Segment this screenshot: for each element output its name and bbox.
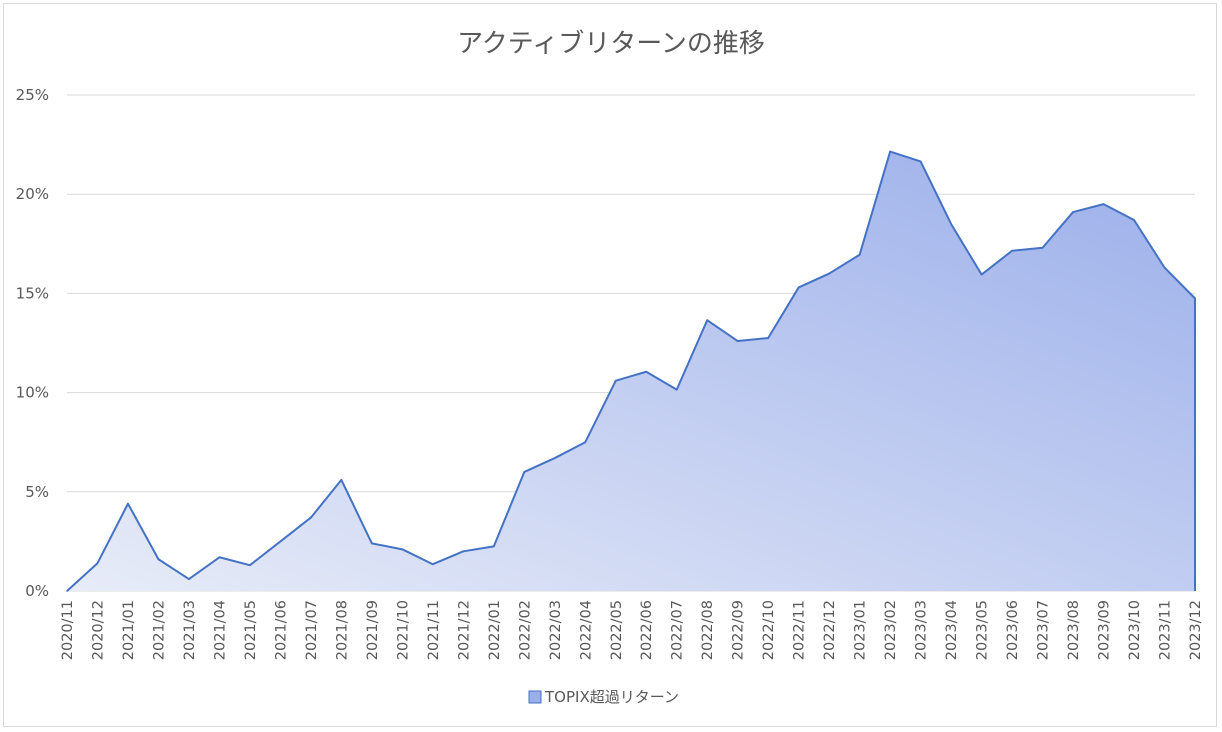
data-point — [645, 370, 648, 373]
x-tick-label: 2023/01 — [853, 600, 869, 660]
x-tick-label: 2021/05 — [243, 600, 259, 660]
x-tick-label: 2022/02 — [517, 600, 533, 660]
y-tick-label: 20% — [16, 185, 49, 203]
x-tick-label: 2022/06 — [639, 600, 655, 660]
x-tick-label: 2023/04 — [944, 600, 960, 660]
y-tick-label: 5% — [25, 483, 49, 501]
data-point — [950, 223, 952, 225]
x-tick-label: 2021/08 — [334, 600, 350, 660]
data-point — [889, 150, 891, 153]
x-tick-label: 2023/07 — [1036, 600, 1052, 660]
data-point — [66, 590, 68, 592]
data-point — [584, 441, 587, 444]
data-point — [432, 563, 434, 566]
data-point — [218, 556, 221, 559]
data-point — [523, 471, 526, 473]
data-point — [96, 562, 99, 565]
y-tick-label: 0% — [25, 582, 49, 600]
x-tick-label: 2022/05 — [609, 600, 625, 660]
x-tick-label: 2021/06 — [273, 600, 289, 660]
data-point — [675, 388, 678, 391]
area-series — [66, 150, 1196, 592]
legend-swatch — [528, 690, 542, 704]
x-tick-label: 2020/11 — [60, 600, 76, 660]
x-tick-label: 2021/02 — [151, 600, 167, 660]
x-tick-label: 2023/03 — [914, 600, 930, 660]
x-tick-label: 2022/09 — [731, 600, 747, 660]
data-point — [797, 286, 800, 289]
x-tick-label: 2022/07 — [670, 600, 686, 660]
data-point — [401, 548, 404, 551]
legend: TOPIX超過リターン — [528, 688, 679, 706]
legend-label: TOPIX超過リターン — [544, 688, 679, 706]
data-point — [1163, 266, 1166, 269]
x-tick-label: 2022/01 — [487, 600, 503, 660]
y-tick-label: 15% — [16, 284, 49, 302]
y-axis-ticks: 0% 5% 10% 15% 20% 25% — [16, 86, 49, 600]
data-point — [340, 479, 343, 481]
x-tick-label: 2022/10 — [761, 600, 777, 660]
data-point — [1072, 211, 1074, 213]
x-tick-label: 2021/03 — [182, 600, 198, 660]
data-point — [1194, 297, 1196, 300]
chart-title: アクティブリターンの推移 — [457, 29, 765, 59]
data-point — [980, 273, 983, 276]
data-point — [736, 340, 739, 342]
x-tick-label: 2020/12 — [90, 600, 106, 660]
y-tick-label: 25% — [16, 86, 49, 104]
data-point — [828, 272, 830, 275]
data-point — [1102, 203, 1105, 205]
x-tick-label: 2022/12 — [822, 600, 838, 660]
area-fill — [67, 151, 1195, 591]
data-point — [310, 516, 312, 519]
x-tick-label: 2023/11 — [1158, 600, 1174, 660]
x-tick-label: 2023/05 — [975, 600, 991, 660]
data-point — [614, 379, 617, 382]
x-tick-label: 2022/08 — [700, 600, 716, 660]
x-tick-label: 2021/04 — [212, 600, 228, 660]
x-tick-label: 2021/11 — [426, 600, 442, 660]
data-point — [493, 545, 495, 548]
data-point — [462, 550, 465, 553]
x-tick-label: 2023/10 — [1127, 600, 1143, 660]
data-point — [371, 542, 373, 545]
x-tick-label: 2023/08 — [1066, 600, 1082, 660]
x-tick-label: 2021/07 — [304, 600, 320, 660]
x-axis-ticks: 2020/11 2020/12 2021/01 2021/02 2021/03 2021/… — [60, 600, 1204, 660]
x-tick-label: 2023/09 — [1097, 600, 1113, 660]
x-tick-label: 2021/10 — [395, 600, 411, 660]
data-point — [1133, 219, 1135, 221]
data-point — [767, 337, 769, 339]
data-point — [706, 319, 709, 321]
y-tick-label: 10% — [16, 384, 49, 402]
x-tick-label: 2021/01 — [121, 600, 137, 660]
data-point — [188, 578, 190, 580]
data-point — [279, 540, 282, 543]
x-tick-label: 2023/12 — [1188, 600, 1204, 660]
data-point — [919, 160, 922, 163]
data-point — [157, 558, 160, 561]
x-tick-label: 2022/04 — [578, 600, 594, 660]
x-tick-label: 2021/12 — [456, 600, 472, 660]
data-point — [1041, 246, 1044, 249]
data-point — [249, 564, 251, 567]
x-tick-label: 2023/02 — [883, 600, 899, 660]
x-tick-label: 2023/06 — [1005, 600, 1021, 660]
data-point — [1011, 249, 1013, 252]
x-tick-label: 2022/03 — [548, 600, 564, 660]
data-point — [127, 502, 129, 505]
data-point — [858, 253, 861, 256]
x-tick-label: 2022/11 — [792, 600, 808, 660]
data-point — [553, 457, 556, 459]
x-tick-label: 2021/09 — [365, 600, 381, 660]
